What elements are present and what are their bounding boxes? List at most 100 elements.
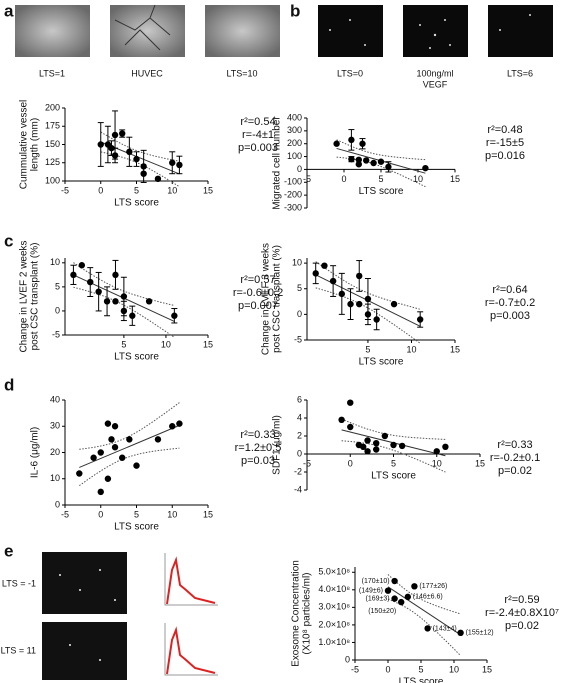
stat-label: r=-4±1	[242, 129, 274, 141]
point	[391, 577, 398, 585]
x-tick-label: 10	[449, 664, 459, 674]
point	[108, 436, 115, 443]
point-label: (146±6.6)	[413, 594, 443, 601]
x-tick-label: 15	[203, 339, 213, 349]
point	[169, 159, 176, 166]
point	[176, 420, 183, 427]
point	[363, 157, 370, 164]
point	[404, 593, 411, 601]
image-label: LTS = -1	[2, 578, 36, 588]
y-tick-label: 0	[297, 448, 302, 458]
point	[145, 298, 153, 305]
y-tick-label: 125	[45, 157, 60, 167]
y-tick-label: -100	[284, 177, 302, 187]
panel-letter: a	[4, 1, 14, 20]
y-tick-label: 20	[50, 447, 60, 457]
confidence-band	[341, 418, 446, 440]
point	[355, 156, 362, 163]
point	[140, 163, 147, 170]
image-label: LTS=6	[507, 68, 533, 78]
point	[333, 140, 340, 147]
point	[338, 290, 346, 298]
point	[356, 272, 363, 280]
x-tick-label: 5	[134, 509, 139, 519]
y-tick-label: 6	[297, 394, 302, 404]
point	[411, 583, 418, 590]
x-tick-label: 0	[341, 174, 346, 184]
point	[416, 316, 424, 323]
image-label: HUVEC	[131, 68, 163, 78]
point	[126, 148, 133, 155]
y-tick-label: 0	[297, 164, 302, 174]
point	[377, 158, 385, 165]
point	[97, 488, 104, 496]
point	[112, 271, 119, 279]
x-tick-label: 5	[134, 185, 139, 195]
x-tick-label: 10	[413, 174, 423, 184]
point	[126, 436, 133, 443]
y-tick-label: 400	[287, 112, 302, 122]
point	[76, 470, 83, 477]
point	[112, 298, 119, 305]
point	[390, 300, 398, 308]
x-tick-label: 5	[418, 664, 423, 674]
point	[176, 161, 183, 169]
y-tick-label: 4.0×10⁸	[318, 584, 350, 594]
point	[373, 440, 380, 447]
y-tick-label: 200	[287, 138, 302, 148]
point	[97, 141, 104, 148]
point	[104, 420, 112, 427]
y-tick-label: -5	[52, 329, 60, 339]
point	[111, 444, 119, 451]
y-tick-label: 100	[45, 175, 60, 185]
y-tick-label: -4	[294, 484, 302, 494]
confidence-band	[341, 440, 446, 473]
x-tick-label: -5	[351, 664, 359, 674]
point	[347, 423, 354, 431]
y-tick-label: 175	[45, 121, 60, 131]
image-label: 100ng/ml	[416, 68, 453, 78]
point	[424, 625, 431, 632]
stat-label: p=0.003	[490, 310, 530, 322]
point	[111, 131, 119, 139]
point	[356, 300, 363, 308]
y-tick-label: 0	[55, 305, 60, 315]
point	[95, 288, 102, 295]
stat-label: r²=0.33	[240, 429, 275, 441]
y-tick-label: 5	[297, 283, 302, 293]
stat-label: r²=0.64	[492, 284, 527, 296]
y-axis-label: Cummulative vessel	[19, 100, 30, 189]
point	[348, 136, 355, 144]
panel-letter: d	[4, 375, 14, 394]
panel-letter: b	[290, 1, 300, 20]
x-tick-label: 5	[121, 339, 126, 349]
x-tick-label: -5	[61, 185, 69, 195]
y-axis-label: Migrated cell number	[272, 116, 283, 210]
x-axis-label: LTS score	[114, 198, 159, 209]
stat-label: r=-2.4±0.8X10⁷	[485, 607, 559, 619]
point	[390, 441, 397, 449]
x-tick-label: 10	[406, 344, 416, 354]
y-tick-label: 100	[287, 151, 302, 161]
x-tick-label: 15	[203, 509, 213, 519]
point	[442, 443, 449, 450]
point	[70, 271, 77, 279]
point	[338, 416, 345, 423]
y-tick-label: 300	[287, 125, 302, 135]
point	[87, 278, 94, 286]
point	[133, 155, 140, 163]
fit-line	[79, 424, 180, 468]
y-axis-label: SDF1 (μg/ml)	[272, 415, 283, 475]
stat-label: r=-15±5	[486, 137, 524, 149]
y-tick-label: 2	[297, 430, 302, 440]
stat-label: r²=0.57	[240, 274, 275, 286]
y-tick-label: 0	[345, 654, 350, 664]
y-tick-label: 2.0×10⁸	[318, 619, 350, 629]
stat-label: p=0.02	[505, 620, 539, 632]
y-tick-label: 30	[50, 421, 60, 431]
point	[140, 170, 147, 177]
point	[359, 140, 366, 147]
point	[78, 262, 86, 269]
stat-label: r=-0.7±0.2	[485, 297, 535, 309]
x-tick-label: 15	[450, 344, 460, 354]
